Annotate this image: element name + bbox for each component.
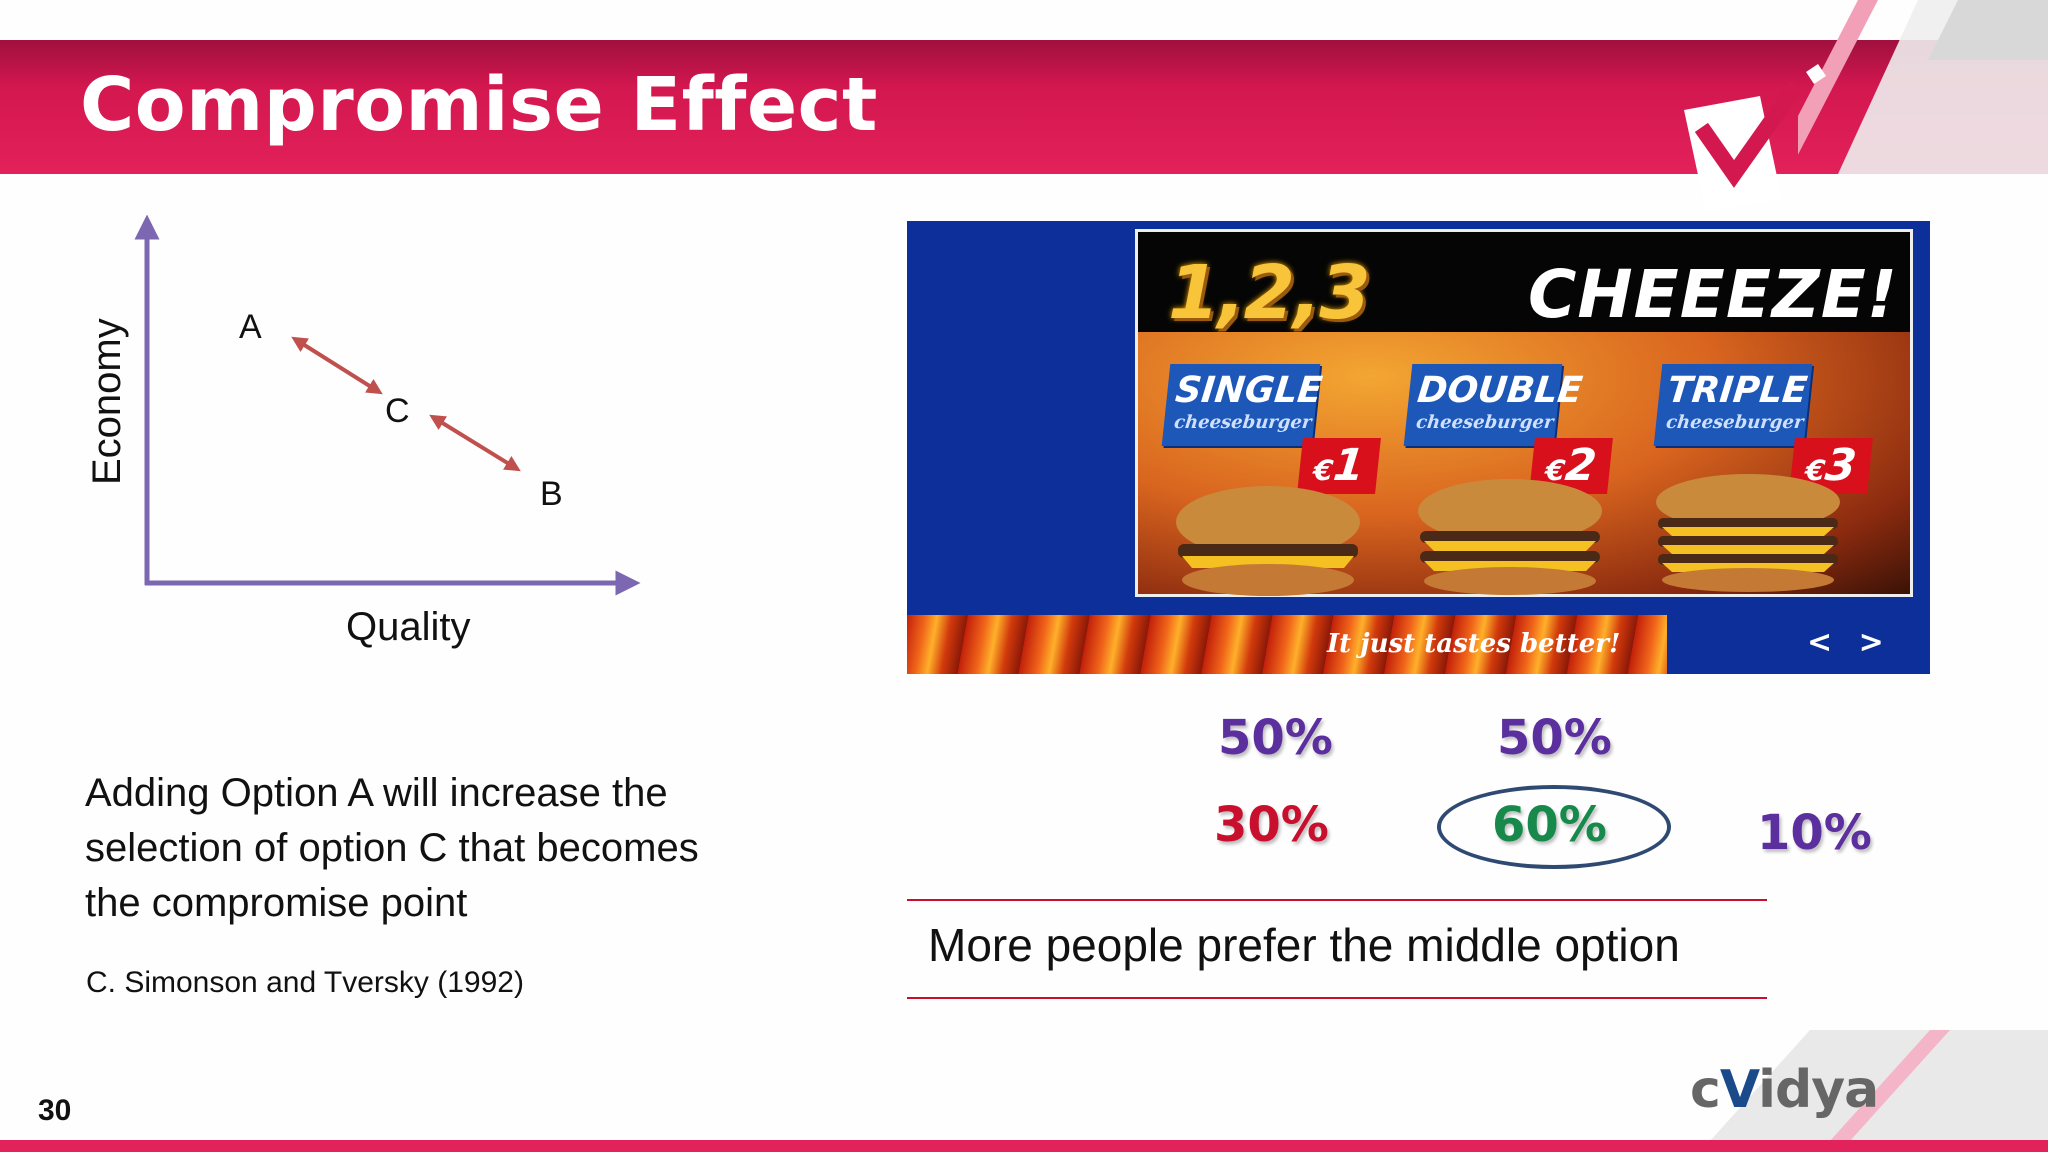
corner-decoration (1798, 0, 2048, 174)
arrow-a-c (291, 336, 383, 395)
ad-option-triple: TRIPLE cheeseburger (1653, 364, 1813, 446)
footer-decoration (1700, 1030, 2048, 1152)
top-rule (907, 899, 1767, 901)
conclusion-text: More people prefer the middle option (928, 919, 1680, 971)
pct-after-triple: 10% (1757, 805, 1872, 861)
ad-nav-arrows: < > (1807, 625, 1892, 660)
ad-option-single: SINGLE cheeseburger (1161, 364, 1324, 446)
pct-before-single: 50% (1218, 710, 1333, 766)
pct-before-double: 50% (1497, 710, 1612, 766)
checkmark-logo-icon (1684, 64, 1826, 212)
arrow-c-b (429, 414, 521, 472)
point-b-label: B (540, 475, 563, 513)
highlight-ellipse (1437, 785, 1671, 869)
slide-title: Compromise Effect (80, 62, 878, 148)
y-axis-label: Economy (85, 318, 129, 485)
x-axis-label: Quality (346, 605, 471, 649)
citation: C. Simonson and Tversky (1992) (86, 966, 524, 999)
pct-after-double: 60% (1492, 797, 1607, 853)
footer-band (0, 1140, 2048, 1152)
bottom-rule (907, 997, 1767, 999)
compromise-graph (134, 215, 641, 596)
ad-panel: 1,2,3 CHEEEZE! SINGLE cheeseburger DOUBL… (1135, 229, 1913, 597)
slide-number: 30 (38, 1094, 72, 1127)
pct-after-single: 30% (1214, 797, 1329, 853)
ad-flames-band (907, 615, 1667, 674)
cheeseburger-ad-image: 1,2,3 CHEEEZE! SINGLE cheeseburger DOUBL… (907, 221, 1930, 674)
ad-headline-bar (1138, 232, 1910, 332)
burger-single-icon (1176, 486, 1360, 596)
point-a-label: A (239, 308, 262, 346)
ad-slogan: It just tastes better! (1327, 629, 1621, 659)
burger-triple-icon (1656, 474, 1840, 592)
ad-headline: CHEEEZE! (1528, 256, 1898, 333)
explanation-text: Adding Option A will increase the select… (85, 771, 699, 925)
burger-double-icon (1418, 479, 1602, 595)
cvidya-logo: cVidya (1690, 1060, 1879, 1120)
ad-option-double: DOUBLE cheeseburger (1403, 364, 1584, 446)
ad-headline-numbers: 1,2,3 (1168, 250, 1371, 336)
point-c-label: C (385, 392, 410, 430)
